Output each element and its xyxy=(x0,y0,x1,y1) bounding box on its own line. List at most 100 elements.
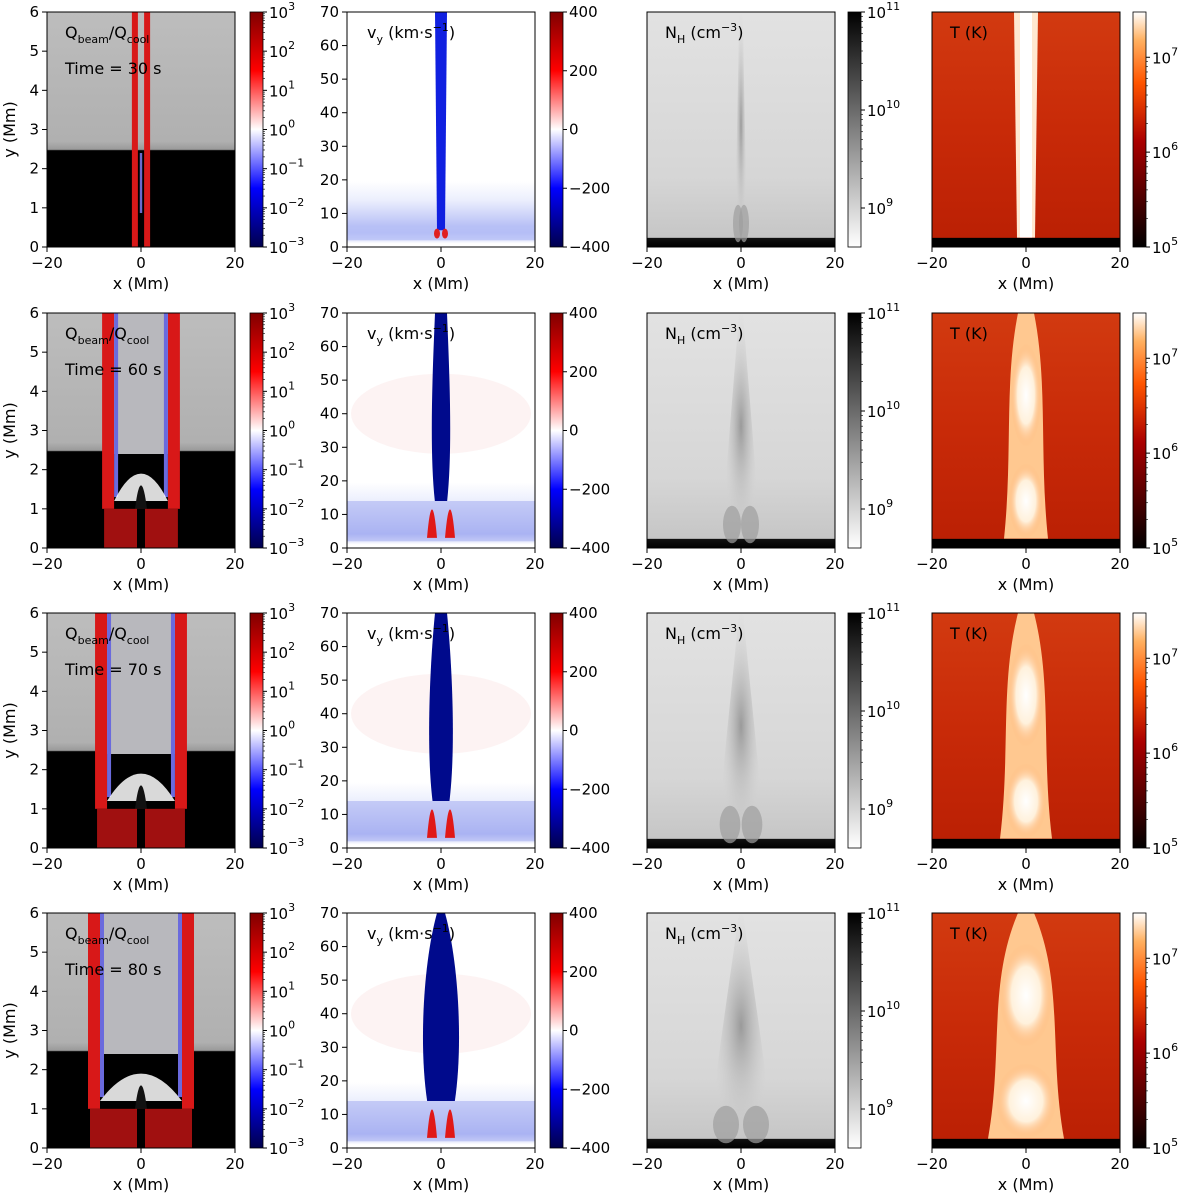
density-plume xyxy=(719,613,763,839)
footpoint-gap xyxy=(137,1108,145,1148)
y-tick-label: 0 xyxy=(29,238,39,256)
x-axis-label: x (Mm) xyxy=(713,875,769,894)
density-plume xyxy=(711,913,771,1139)
colorbar-tick-label: 109 xyxy=(867,797,893,819)
colorbar xyxy=(549,11,564,248)
y-tick-label: 60 xyxy=(320,938,339,956)
y-tick-label: 10 xyxy=(320,204,339,222)
y-tick-label: 5 xyxy=(29,343,39,361)
x-tick-label: 0 xyxy=(436,855,446,873)
colorbar-tick-label: 109 xyxy=(867,497,893,519)
colorbar-tick-label: 101 xyxy=(269,78,295,100)
dense-lobe xyxy=(743,1105,769,1144)
y-tick-label: 3 xyxy=(29,1022,39,1040)
x-tick-label: 20 xyxy=(825,555,844,573)
panel-image: T (K) xyxy=(932,313,1120,548)
hot-core xyxy=(1010,343,1042,447)
downflow-blob xyxy=(434,228,440,239)
colorbar-tick-label: 1010 xyxy=(867,999,900,1021)
beam-wall-left xyxy=(88,913,100,1109)
beam-wall-left xyxy=(102,313,115,509)
panel-image: NH (cm−3) xyxy=(647,913,835,1148)
panel-label: T (K) xyxy=(949,924,988,943)
panel-t: T (K) −20 0 20 x (Mm) 107 106 105 xyxy=(916,11,1178,293)
panel-label: NH (cm−3) xyxy=(665,622,743,647)
colorbar-tick-label: 106 xyxy=(1152,741,1178,763)
footpoint-gap xyxy=(137,808,145,848)
y-tick-label: 5 xyxy=(29,42,39,60)
vy-layer xyxy=(347,226,535,241)
colorbar-tick-label: 101 xyxy=(269,679,295,701)
colorbar-tick-label: 103 xyxy=(269,0,295,22)
x-tick-label: 0 xyxy=(736,254,746,272)
x-axis-label: x (Mm) xyxy=(998,575,1054,594)
panel-image: T (K) xyxy=(932,12,1120,247)
vy-layer xyxy=(347,501,535,542)
y-tick-label: 0 xyxy=(29,1139,39,1157)
time-label: Time = 70 s xyxy=(64,660,162,679)
colorbar-tick-label: 1010 xyxy=(867,399,900,421)
colorbar-tick-label: −200 xyxy=(569,480,610,498)
colorbar-tick-label: 1010 xyxy=(867,699,900,721)
dense-lobe xyxy=(739,204,749,243)
blue-edge xyxy=(107,613,112,798)
dense-lobe xyxy=(719,805,741,844)
time-label: Time = 30 s xyxy=(64,59,162,78)
colorbar-tick-label: 10−1 xyxy=(269,758,304,780)
panel-label: vy (km·s−1) xyxy=(367,21,455,46)
colorbar-tick-label: 105 xyxy=(1152,235,1178,257)
colorbar xyxy=(249,312,264,549)
y-axis-label: y (Mm) xyxy=(0,702,19,758)
x-axis-label: x (Mm) xyxy=(998,875,1054,894)
panel-nh: NH (cm−3) −20 0 20 x (Mm) 1011 1010 109 xyxy=(631,901,900,1194)
colorbar xyxy=(249,912,264,1149)
y-tick-label: 40 xyxy=(320,1005,339,1023)
y-tick-label: 4 xyxy=(29,682,39,700)
y-tick-label: 30 xyxy=(320,738,339,756)
x-tick-label: −20 xyxy=(631,254,663,272)
panel-image: vy (km·s−1) xyxy=(347,313,535,548)
y-tick-label: 0 xyxy=(329,539,339,557)
colorbar-tick-label: −200 xyxy=(569,1080,610,1098)
colorbar-tick-label: 200 xyxy=(569,963,598,981)
y-tick-label: 6 xyxy=(29,3,39,21)
panel-image: Qbeam/Qcool Time = 30 s xyxy=(47,12,235,247)
panel-image: NH (cm−3) xyxy=(647,613,835,848)
x-axis-label: x (Mm) xyxy=(113,875,169,894)
panel-t: T (K) −20 0 20 x (Mm) 107 106 105 xyxy=(916,612,1178,894)
beam-wall-right xyxy=(182,913,194,1109)
time-label: Time = 60 s xyxy=(64,360,162,379)
colorbar-tick-label: 102 xyxy=(269,39,295,61)
y-tick-label: 40 xyxy=(320,405,339,423)
vy-layer xyxy=(347,801,535,842)
colorbar-tick-label: 107 xyxy=(1152,646,1178,668)
colorbar xyxy=(847,912,862,1149)
y-tick-label: 0 xyxy=(329,238,339,256)
x-axis-label: x (Mm) xyxy=(113,1175,169,1194)
footpoint-gap xyxy=(137,508,145,548)
y-tick-label: 0 xyxy=(329,839,339,857)
panel-image: vy (km·s−1) xyxy=(347,913,535,1148)
x-tick-label: 0 xyxy=(136,1155,146,1173)
colorbar-tick-label: 1010 xyxy=(867,98,900,120)
upflow-jet xyxy=(435,12,447,231)
x-tick-label: −20 xyxy=(31,855,63,873)
y-tick-label: 70 xyxy=(320,904,339,922)
colorbar-tick-label: 106 xyxy=(1152,1041,1178,1063)
colorbar-tick-label: 0 xyxy=(569,422,579,440)
dense-lobe xyxy=(741,805,763,844)
y-tick-label: 6 xyxy=(29,904,39,922)
density-plume xyxy=(723,313,759,539)
colorbar-tick-label: 103 xyxy=(269,601,295,623)
x-tick-label: 20 xyxy=(525,855,544,873)
panel-image: Qbeam/Qcool Time = 60 s xyxy=(47,313,235,548)
colorbar xyxy=(847,612,862,849)
y-tick-label: 0 xyxy=(29,839,39,857)
y-tick-label: 70 xyxy=(320,3,339,21)
